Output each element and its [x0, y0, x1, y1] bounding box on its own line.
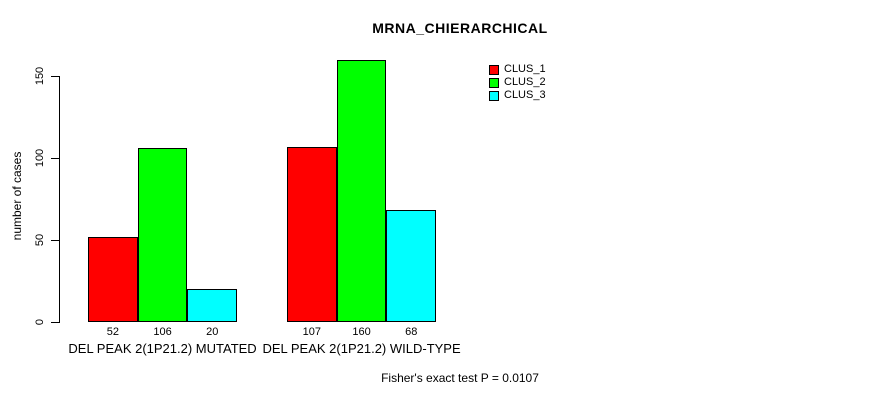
legend-swatch-icon — [489, 64, 499, 75]
y-axis-tick-label: 50 — [34, 233, 46, 247]
bar-value-label: 106 — [153, 326, 172, 338]
legend-item-clus_2: CLUS_2 — [489, 77, 546, 88]
bar-clus_3-group2 — [386, 210, 437, 322]
y-axis-tick-label: 0 — [34, 318, 46, 326]
chart-title: MRNA_CHIERARCHICAL — [372, 20, 548, 36]
bar-value-label: 68 — [405, 326, 418, 338]
legend-label: CLUS_1 — [504, 63, 546, 75]
legend: CLUS_1 CLUS_2 CLUS_3 — [489, 64, 546, 101]
y-axis-tick — [51, 322, 59, 323]
y-axis-line — [59, 76, 60, 323]
bar-value-label: 52 — [106, 326, 119, 338]
legend-item-clus_1: CLUS_1 — [489, 64, 546, 75]
bar-value-label: 107 — [302, 326, 322, 338]
legend-swatch-icon — [489, 90, 499, 101]
y-axis-tick — [51, 76, 59, 77]
bar-value-label: 160 — [352, 326, 371, 338]
bar-clus_2-group2 — [336, 59, 387, 322]
bar-clus_1-group1 — [88, 236, 138, 322]
y-axis-tick — [51, 240, 59, 241]
y-axis-tick-label: 100 — [34, 148, 46, 168]
legend-swatch-icon — [489, 77, 499, 88]
bar-clus_1-group2 — [287, 146, 337, 322]
bar-clus_2-group1 — [137, 148, 188, 322]
x-category-label: DEL PEAK 2(1P21.2) WILD-TYPE — [262, 341, 461, 356]
legend-item-clus_3: CLUS_3 — [489, 90, 546, 101]
y-axis-tick — [51, 158, 59, 159]
y-axis-label: number of cases — [10, 151, 24, 241]
legend-label: CLUS_2 — [504, 76, 546, 88]
legend-label: CLUS_3 — [504, 89, 546, 101]
bar-clus_3-group1 — [187, 289, 238, 322]
bar-value-label: 20 — [206, 326, 219, 338]
annotation-fisher-test: Fisher's exact test P = 0.0107 — [381, 371, 539, 385]
x-category-label: DEL PEAK 2(1P21.2) MUTATED — [68, 341, 257, 356]
y-axis-tick-label: 150 — [34, 66, 46, 86]
